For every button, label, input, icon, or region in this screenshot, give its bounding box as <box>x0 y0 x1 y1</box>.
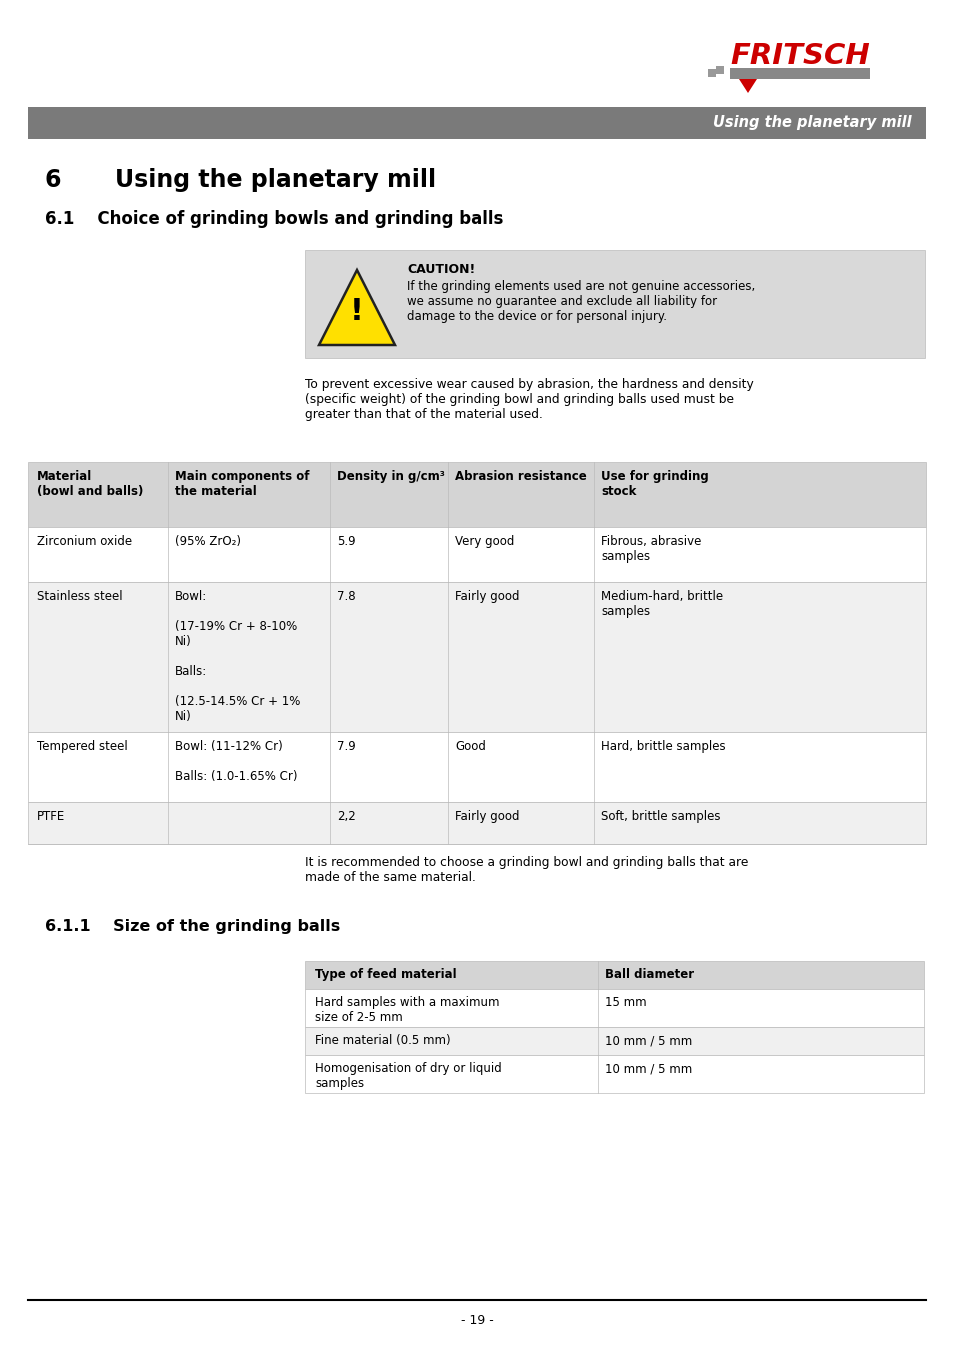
Text: 6: 6 <box>45 167 61 192</box>
Bar <box>28 462 925 526</box>
Text: Use for grinding
stock: Use for grinding stock <box>600 470 708 498</box>
Text: (95% ZrO₂): (95% ZrO₂) <box>174 535 241 548</box>
Text: Very good: Very good <box>455 535 514 548</box>
Text: To prevent excessive wear caused by abrasion, the hardness and density
(specific: To prevent excessive wear caused by abra… <box>305 378 753 421</box>
Text: Ball diameter: Ball diameter <box>604 968 694 981</box>
Text: Tempered steel: Tempered steel <box>37 740 128 753</box>
Text: Bowl:

(17-19% Cr + 8-10%
Ni)

Balls:

(12.5-14.5% Cr + 1%
Ni): Bowl: (17-19% Cr + 8-10% Ni) Balls: (12.… <box>174 590 300 724</box>
Text: Using the planetary mill: Using the planetary mill <box>713 116 911 131</box>
Bar <box>729 68 869 80</box>
Bar <box>28 107 925 139</box>
Text: Good: Good <box>455 740 485 753</box>
Text: 5.9: 5.9 <box>336 535 355 548</box>
Bar <box>28 732 925 802</box>
Text: 7.8: 7.8 <box>336 590 355 603</box>
Text: Hard, brittle samples: Hard, brittle samples <box>600 740 725 753</box>
Text: Using the planetary mill: Using the planetary mill <box>115 167 436 192</box>
Text: Fibrous, abrasive
samples: Fibrous, abrasive samples <box>600 535 700 563</box>
Text: Type of feed material: Type of feed material <box>314 968 456 981</box>
Text: 6.1    Choice of grinding bowls and grinding balls: 6.1 Choice of grinding bowls and grindin… <box>45 211 503 228</box>
Text: CAUTION!: CAUTION! <box>407 263 475 275</box>
Text: If the grinding elements used are not genuine accessories,
we assume no guarante: If the grinding elements used are not ge… <box>407 279 755 323</box>
Text: Material
(bowl and balls): Material (bowl and balls) <box>37 470 143 498</box>
Text: PTFE: PTFE <box>37 810 65 824</box>
Text: 2,2: 2,2 <box>336 810 355 824</box>
Text: 10 mm / 5 mm: 10 mm / 5 mm <box>604 1062 692 1075</box>
Bar <box>28 582 925 732</box>
Bar <box>305 1027 923 1054</box>
Bar <box>28 526 925 582</box>
Text: Fairly good: Fairly good <box>455 590 519 603</box>
Text: !: ! <box>350 297 363 327</box>
Text: Main components of
the material: Main components of the material <box>174 470 309 498</box>
Text: Abrasion resistance: Abrasion resistance <box>455 470 586 483</box>
Bar <box>305 990 923 1027</box>
Bar <box>305 250 924 358</box>
Text: Density in g/cm³: Density in g/cm³ <box>336 470 444 483</box>
Text: Hard samples with a maximum
size of 2-5 mm: Hard samples with a maximum size of 2-5 … <box>314 996 499 1025</box>
Polygon shape <box>318 270 395 346</box>
Text: 10 mm / 5 mm: 10 mm / 5 mm <box>604 1034 692 1048</box>
Text: Stainless steel: Stainless steel <box>37 590 123 603</box>
Text: 15 mm: 15 mm <box>604 996 646 1008</box>
Polygon shape <box>739 80 757 93</box>
Text: Soft, brittle samples: Soft, brittle samples <box>600 810 720 824</box>
Text: Medium-hard, brittle
samples: Medium-hard, brittle samples <box>600 590 722 618</box>
Text: It is recommended to choose a grinding bowl and grinding balls that are
made of : It is recommended to choose a grinding b… <box>305 856 747 884</box>
Bar <box>28 802 925 844</box>
Bar <box>305 961 923 990</box>
Bar <box>305 1054 923 1094</box>
Text: 6.1.1    Size of the grinding balls: 6.1.1 Size of the grinding balls <box>45 919 340 934</box>
Text: FRITSCH: FRITSCH <box>729 42 869 70</box>
Text: Fine material (0.5 mm): Fine material (0.5 mm) <box>314 1034 450 1048</box>
Bar <box>707 69 716 77</box>
Text: Zirconium oxide: Zirconium oxide <box>37 535 132 548</box>
Text: Fairly good: Fairly good <box>455 810 519 824</box>
Text: - 19 -: - 19 - <box>460 1314 493 1327</box>
Text: Bowl: (11-12% Cr)

Balls: (1.0-1.65% Cr): Bowl: (11-12% Cr) Balls: (1.0-1.65% Cr) <box>174 740 297 783</box>
Text: Homogenisation of dry or liquid
samples: Homogenisation of dry or liquid samples <box>314 1062 501 1089</box>
Bar <box>716 66 723 74</box>
Text: 7.9: 7.9 <box>336 740 355 753</box>
